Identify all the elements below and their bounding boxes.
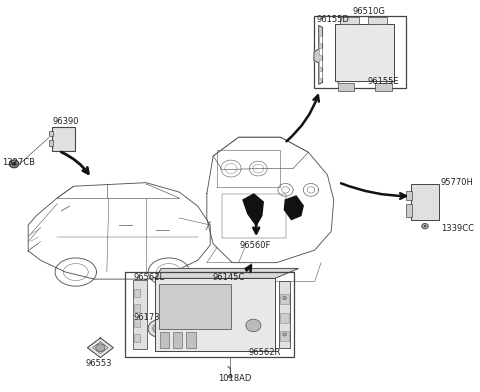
Text: 96510G: 96510G bbox=[352, 7, 385, 16]
Bar bbox=[319, 60, 322, 67]
Polygon shape bbox=[243, 194, 263, 225]
Circle shape bbox=[12, 162, 16, 165]
Bar bbox=[279, 281, 290, 348]
Text: 95770H: 95770H bbox=[441, 178, 474, 187]
Bar bbox=[134, 319, 140, 327]
Polygon shape bbox=[314, 25, 323, 84]
Bar bbox=[337, 83, 354, 91]
Bar bbox=[406, 191, 412, 200]
Bar bbox=[49, 140, 53, 146]
Circle shape bbox=[421, 223, 428, 229]
Polygon shape bbox=[87, 338, 113, 358]
Bar bbox=[159, 284, 231, 329]
Circle shape bbox=[424, 225, 426, 227]
Text: 1339CC: 1339CC bbox=[441, 225, 474, 233]
Circle shape bbox=[96, 344, 105, 352]
Bar bbox=[280, 294, 289, 304]
Bar bbox=[319, 71, 322, 78]
Bar bbox=[133, 280, 147, 349]
Bar bbox=[314, 16, 406, 88]
Bar bbox=[280, 312, 289, 323]
Text: 96155D: 96155D bbox=[316, 15, 349, 24]
Text: 96390: 96390 bbox=[53, 118, 79, 126]
Bar bbox=[125, 272, 294, 357]
Text: 96155E: 96155E bbox=[367, 77, 399, 85]
Bar bbox=[411, 184, 439, 220]
Bar bbox=[406, 204, 412, 217]
Bar bbox=[155, 278, 275, 351]
Bar bbox=[52, 127, 75, 151]
Bar bbox=[160, 332, 169, 348]
Circle shape bbox=[148, 320, 169, 337]
Text: 96173: 96173 bbox=[134, 312, 161, 321]
Bar bbox=[368, 17, 387, 24]
Circle shape bbox=[156, 327, 160, 330]
Text: 96553: 96553 bbox=[85, 359, 111, 368]
Text: 1327CB: 1327CB bbox=[2, 158, 35, 167]
Circle shape bbox=[283, 296, 287, 299]
Circle shape bbox=[283, 333, 287, 336]
Bar bbox=[173, 332, 182, 348]
Circle shape bbox=[246, 319, 261, 332]
Bar bbox=[49, 131, 53, 136]
Bar bbox=[134, 289, 140, 297]
Polygon shape bbox=[284, 196, 303, 220]
Text: 96145C: 96145C bbox=[213, 273, 245, 281]
Circle shape bbox=[228, 375, 232, 378]
Bar bbox=[280, 331, 289, 341]
Circle shape bbox=[10, 160, 19, 168]
Bar bbox=[134, 303, 140, 312]
Text: 96562L: 96562L bbox=[133, 273, 164, 281]
Text: 96562R: 96562R bbox=[248, 348, 280, 357]
Bar bbox=[340, 17, 359, 24]
Polygon shape bbox=[155, 269, 299, 278]
Text: 96560F: 96560F bbox=[240, 241, 271, 249]
Bar bbox=[335, 24, 394, 81]
Circle shape bbox=[153, 324, 164, 333]
Bar bbox=[186, 332, 195, 348]
Bar bbox=[319, 36, 322, 43]
Bar bbox=[134, 334, 140, 342]
Text: 1018AD: 1018AD bbox=[218, 374, 252, 383]
Bar bbox=[319, 48, 322, 55]
Bar bbox=[375, 83, 392, 91]
